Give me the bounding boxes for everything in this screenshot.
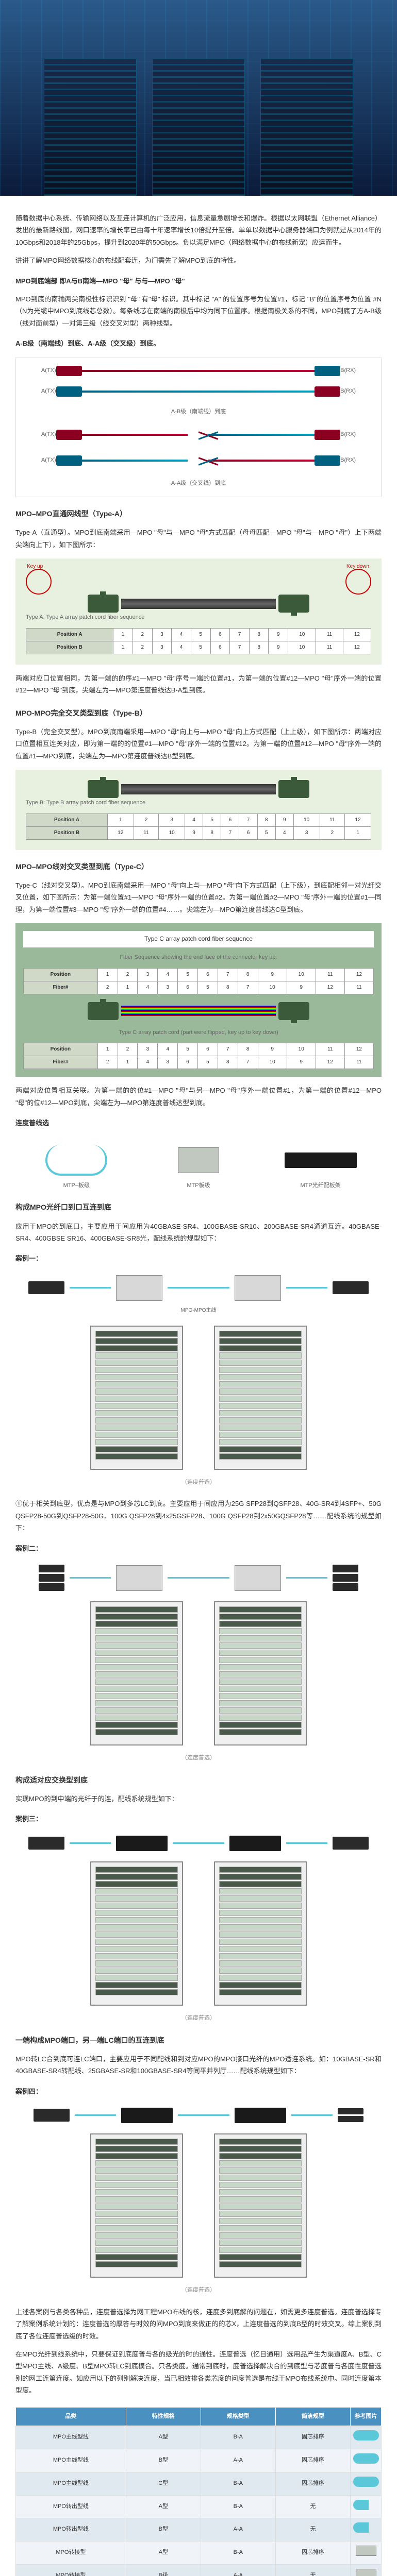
type-c-title: MPO–MPO线对交叉类型到底（Type-C） — [15, 860, 382, 873]
case3-racks — [15, 1861, 382, 2006]
summary-p1: 上述各案例与各类各种品，连度普选择为网工程MPO布线的核，连度多到底解的问题在，… — [15, 2306, 382, 2342]
case2-label: 案例二： — [15, 1543, 382, 1554]
section2-title: 构成MPO光纤口到口互连到底 — [15, 1201, 382, 1214]
sub2-title: 一端构成MPO端口，另—端LC端口的互连到底 — [15, 2034, 382, 2047]
type-b-desc: Type-B（完全交叉型）。MPO到底南端采用—MPO "母"向上与—MPO "… — [15, 726, 382, 762]
case3-caption: （连度普选） — [15, 2013, 382, 2024]
section2-desc: 应用于MPO的到底口，主要应用于间应用为40GBASE-SR4、100GBASE… — [15, 1221, 382, 1245]
intro-p3-title: MPO到底端部 即A与B南端—MPO "母" 与与—MPO "母" — [15, 275, 382, 287]
type-c-diagram: Type C array patch cord fiber sequence F… — [15, 923, 382, 1077]
case1-diagram: MPO-MPO主线 — [15, 1275, 382, 1315]
key-up-left-icon: Key up — [26, 569, 52, 595]
case2-caption: （连度普选） — [15, 1753, 382, 1764]
aa-caption: A-A级（交叉线）到底 — [171, 479, 226, 489]
product-cable-icon — [22, 1140, 131, 1181]
ab-title: A-B级（南端线）到底、A-A级（交叉级）到底。 — [15, 337, 382, 349]
case4-racks — [15, 2133, 382, 2278]
sub1-title: 构成适对应交换型到底 — [15, 1774, 382, 1787]
summary-table: 品类特性规格规格类型简洁规型参考图片 MPO主线型线A型B-A固芯排序MPO主线… — [15, 2407, 382, 2576]
article-content: 随着数据中心系统、传输网络以及互连计算机的广泛应用，信息流量急剧增长和爆炸。根据… — [0, 196, 397, 2576]
case2-racks — [15, 1601, 382, 1745]
sub1-desc: 实现MPO的到中端的光纤于的连，配线系统规型如下： — [15, 1793, 382, 1805]
module-icon — [356, 2569, 376, 2576]
intro-p2: 讲讲了解MPO网络数据核心的布线配套连，为门需先了解MPO到底的特性。 — [15, 255, 382, 266]
cable-icon — [353, 2430, 379, 2441]
module-icon — [356, 2546, 376, 2556]
type-b-title: MPO-MPO完全交叉类型到底（Type-B） — [15, 707, 382, 720]
type-c-note2: 两端对应位置相互关联。为第一端的的位#1—MPO "母"与另—MPO "母"序外… — [15, 1084, 382, 1109]
case3-label: 案例三： — [15, 1813, 382, 1825]
sub2-desc: MPO转LC合到底可连LC端口，主要应用于不同配线和到对应MPO的MPO接口光纤… — [15, 2053, 382, 2077]
type-a-note: 两端对应口位置相同，为第一端的的序#1—MPO "母"序号一端的位置#1，为第一… — [15, 672, 382, 697]
intro-p1: 随着数据中心系统、传输网络以及互连计算机的广泛应用，信息流量急剧增长和爆炸。根据… — [15, 212, 382, 248]
type-a-title: MPO–MPO直通网线型（Type-A） — [15, 507, 382, 520]
case3-diagram — [15, 1836, 382, 1851]
product-rack-icon — [266, 1140, 375, 1181]
section2-desc2: ①优于相关到底型，优点是与MPO到多芯LC到底。主要应用于间应用为25G SFP… — [15, 1498, 382, 1534]
case1-racks — [15, 1326, 382, 1470]
type-b-pin-table: Position A123456789101112 Position B1211… — [26, 814, 371, 840]
case4-caption: （连度普选） — [15, 2285, 382, 2296]
key-down-right-icon: Key down — [345, 569, 371, 595]
type-a-pin-table: Position A123456789101112 Position B1234… — [26, 628, 371, 654]
hero-image — [0, 0, 397, 196]
fanout-icon — [353, 2500, 379, 2510]
diagram-ab: A(TX) B(RX) A(TX) B(RX) A-B级（南端线）到底 A(TX… — [15, 358, 382, 498]
case4-label: 案例四： — [15, 2086, 382, 2097]
summary-p2: 在MPO光纤到线系统中，只要保证到底度普与各的级光的时的通性。连度普选（忆日通用… — [15, 2348, 382, 2397]
case4-diagram — [15, 2108, 382, 2123]
cable-icon — [353, 2453, 379, 2464]
type-a-desc: Type-A（直通型）。MPO到底南端采用—MPO "母"与—MPO "母"方式… — [15, 527, 382, 551]
case1-label: 案例一： — [15, 1252, 382, 1264]
fanout-icon — [353, 2522, 379, 2533]
cable-icon — [353, 2477, 379, 2487]
type-b-diagram: Type B: Type B array patch cord fiber se… — [15, 770, 382, 850]
case2-diagram — [15, 1565, 382, 1591]
type-c-desc: Type-C（线对交叉型）。MPO到底南端采用—MPO "母"向上与—MPO "… — [15, 879, 382, 916]
ab-caption: A-B级（南端线）到底 — [171, 407, 226, 417]
case1-caption: （连度普选） — [15, 1478, 382, 1488]
type-a-diagram: Key up Key down Type A: Type A array pat… — [15, 558, 382, 665]
products-row: MTP–板级 MTP板级 MTP光纤配板架 — [15, 1140, 382, 1191]
intro-p3: MPO到底的南输两尖南极性标识识到 "母" 有"母" 标识。其中标记 "A" 的… — [15, 293, 382, 329]
product-module-icon — [143, 1140, 253, 1181]
conn-section-title: 连度普线选 — [15, 1117, 382, 1129]
